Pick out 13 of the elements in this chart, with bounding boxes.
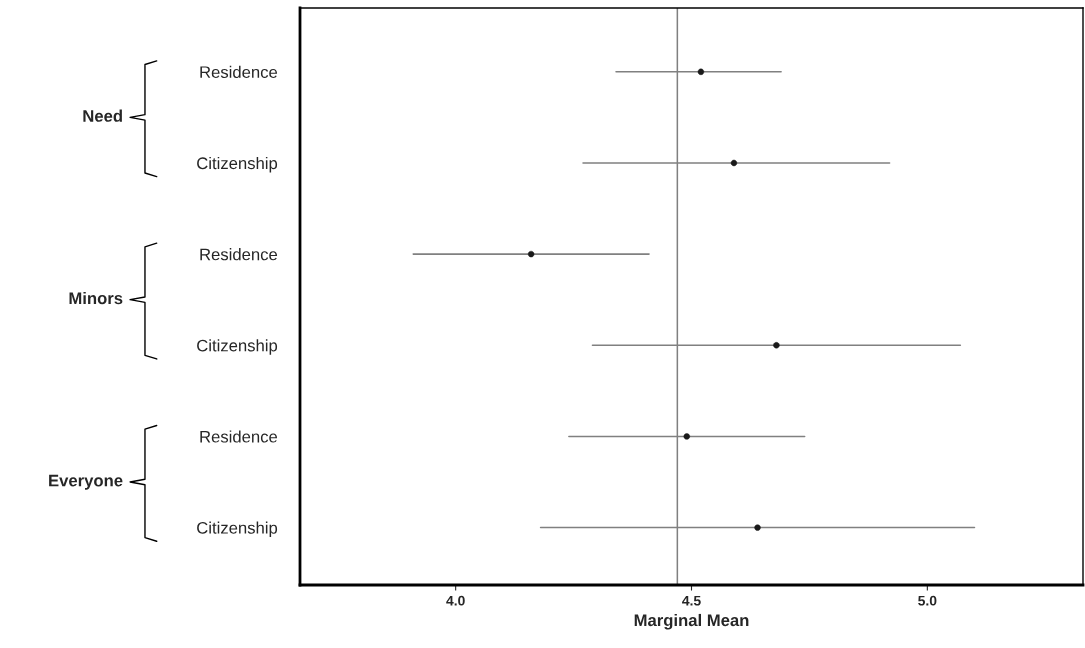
text: Minors (69, 291, 123, 305)
y-tick-label: Citizenship (197, 156, 278, 173)
y-tick-label: Citizenship (197, 521, 278, 538)
y-tick-label: Residence (200, 65, 278, 79)
x-axis-title: Marginal Mean (634, 613, 749, 630)
text: Need (83, 109, 122, 122)
y-tick-label: Citizenship (197, 339, 278, 355)
x-tick-label: 4.5 (682, 595, 701, 606)
y-tick-label: Residence (200, 430, 278, 443)
text: Everyone (49, 474, 123, 490)
x-tick-label: 4.0 (446, 595, 465, 606)
x-tick-label: 5.0 (918, 595, 937, 606)
y-tick-label: Residence (200, 248, 278, 261)
